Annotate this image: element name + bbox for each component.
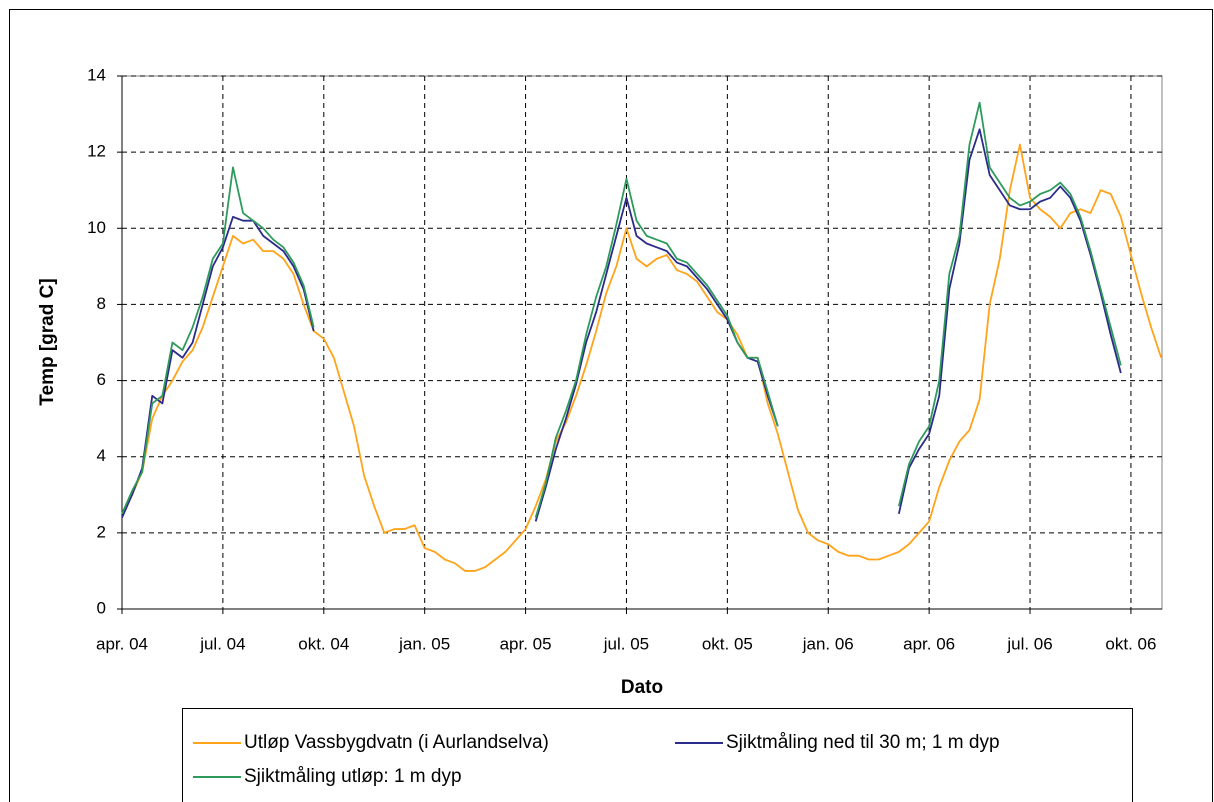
legend-label: Sjiktmåling utløp: 1 m dyp (244, 766, 462, 787)
x-tick-label: okt. 06 (1105, 634, 1156, 653)
series-line (121, 143, 1163, 572)
x-tick-label: jan. 06 (802, 634, 854, 653)
y-tick-label: 8 (97, 294, 106, 313)
y-tick-label: 6 (97, 370, 106, 389)
x-tick-label: jul. 06 (1006, 634, 1052, 653)
y-tick-label: 2 (97, 522, 106, 541)
x-tick-label: okt. 05 (702, 634, 753, 653)
y-axis-title: Temp [grad C] (37, 278, 58, 405)
legend-box (182, 708, 1133, 802)
y-tick-label: 14 (87, 65, 106, 84)
x-axis-title: Dato (621, 677, 663, 698)
series-line (121, 101, 1122, 518)
legend-label: Sjiktmåling ned til 30 m; 1 m dyp (726, 732, 1000, 753)
legend-label: Utløp Vassbygdvatn (i Aurlandselva) (244, 732, 549, 753)
x-tick-label: jan. 05 (398, 634, 450, 653)
x-tick-label: jul. 05 (603, 634, 649, 653)
x-tick-label: apr. 04 (96, 634, 148, 653)
y-tick-label: 0 (97, 598, 106, 617)
plot-area (121, 75, 1163, 610)
x-tick-label: okt. 04 (298, 634, 349, 653)
x-tick-label: jul. 04 (199, 634, 245, 653)
y-tick-label: 10 (87, 218, 106, 237)
y-tick-label: 12 (87, 142, 106, 161)
y-tick-label: 4 (97, 446, 106, 465)
x-tick-label: apr. 05 (500, 634, 552, 653)
x-tick-label: apr. 06 (903, 634, 955, 653)
